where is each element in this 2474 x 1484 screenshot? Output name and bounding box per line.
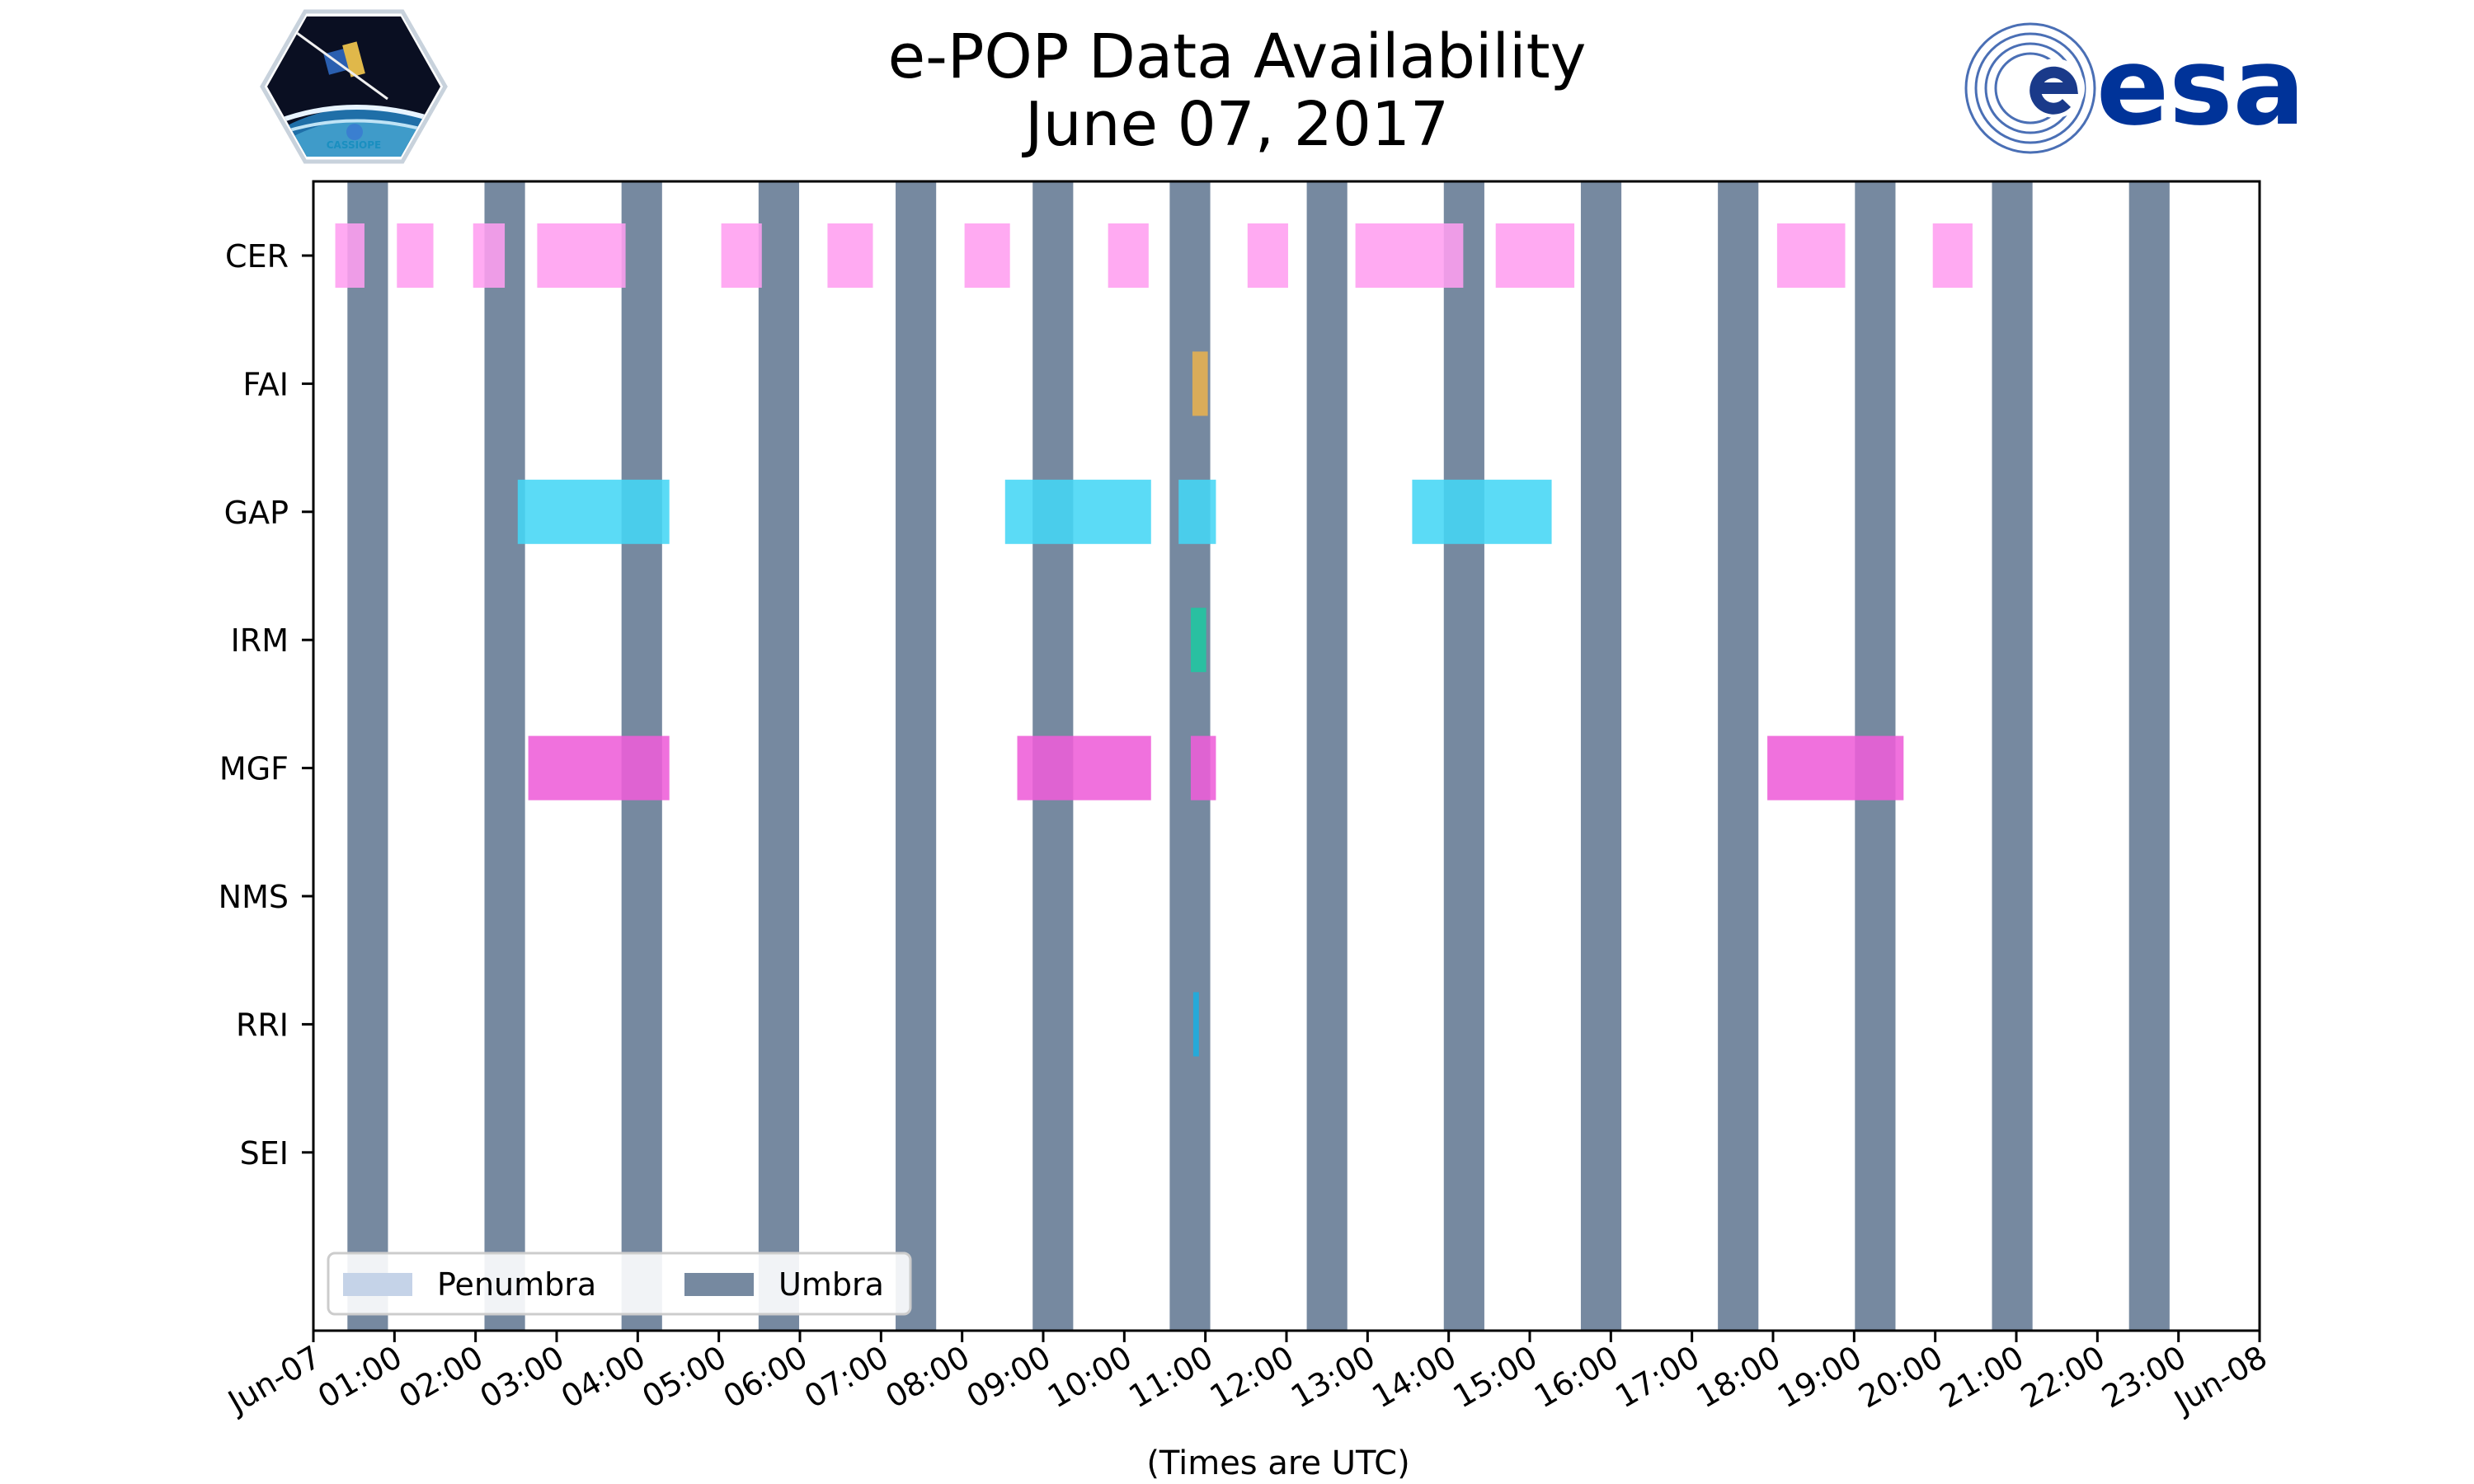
- x-axis-label: (Times are UTC): [1146, 1444, 1410, 1482]
- x-tick-label: 13:00: [1285, 1339, 1381, 1416]
- umbra-band-1: [484, 181, 525, 1331]
- x-tick-label: 16:00: [1528, 1339, 1625, 1416]
- umbra-band-10: [1718, 181, 1759, 1331]
- legend-label: Umbra: [778, 1266, 884, 1303]
- bar-mgf-1: [1017, 735, 1151, 801]
- x-tick-label: 04:00: [555, 1339, 651, 1416]
- umbra-band-3: [758, 181, 800, 1331]
- x-tick-label: 05:00: [636, 1339, 732, 1416]
- x-tick-label: 15:00: [1447, 1339, 1544, 1416]
- legend-box: [327, 1252, 912, 1316]
- bar-cer-1: [397, 223, 434, 288]
- esa-swirl-icon: [1964, 22, 2096, 154]
- bar-cer-11: [1776, 223, 1846, 288]
- legend-label: Penumbra: [437, 1266, 596, 1303]
- chart-title: e-POP Data Availability: [887, 21, 1587, 92]
- x-tick-label: 12:00: [1204, 1339, 1300, 1416]
- umbra-band-8: [1443, 181, 1484, 1331]
- umbra-band-12: [1992, 181, 2033, 1331]
- x-tick-label: Jun-08: [2167, 1339, 2274, 1421]
- bar-cer-5: [827, 223, 873, 288]
- x-tick-label: 02:00: [393, 1339, 489, 1416]
- x-tick-label: 06:00: [717, 1339, 814, 1416]
- y-tick-label: GAP: [224, 495, 289, 531]
- y-tick-label: FAI: [242, 366, 289, 402]
- bar-cer-4: [721, 223, 762, 288]
- umbra-band-13: [2128, 181, 2170, 1331]
- umbra-band-9: [1580, 181, 1622, 1331]
- x-tick-label: 09:00: [961, 1339, 1057, 1416]
- bar-irm-0: [1190, 608, 1206, 673]
- x-tick-label: 01:00: [312, 1339, 408, 1416]
- x-tick-label: 17:00: [1609, 1339, 1705, 1416]
- bar-cer-0: [335, 223, 365, 288]
- legend-swatch-umbra: [684, 1273, 754, 1296]
- y-tick-label: NMS: [219, 879, 289, 915]
- esa-wordmark: esa: [2096, 24, 2305, 149]
- bar-cer-7: [1108, 223, 1149, 288]
- bar-mgf-2: [1190, 735, 1216, 801]
- chart-subtitle: June 07, 2017: [1024, 89, 1450, 160]
- bar-cer-9: [1355, 223, 1464, 288]
- plot-area: [312, 180, 2261, 1332]
- bar-mgf-3: [1767, 735, 1904, 801]
- bar-mgf-0: [528, 735, 670, 801]
- bar-cer-8: [1247, 223, 1288, 288]
- x-tick-label: 03:00: [474, 1339, 571, 1416]
- legend: Penumbra Umbra: [327, 1252, 912, 1316]
- bar-cer-2: [473, 223, 506, 288]
- bar-gap-1: [1004, 479, 1151, 544]
- x-tick-label: 07:00: [798, 1339, 895, 1416]
- y-tick-label: CER: [225, 238, 289, 275]
- bar-cer-3: [537, 223, 626, 288]
- y-tick-label: MGF: [219, 751, 289, 787]
- x-tick-label: 18:00: [1691, 1339, 1787, 1416]
- bar-fai-0: [1192, 351, 1208, 416]
- x-tick-label: 11:00: [1122, 1339, 1219, 1416]
- x-tick-label: 20:00: [1852, 1339, 1949, 1416]
- esa-logo: esa: [1964, 22, 2305, 154]
- y-axis: CER FAI GAP IRM MGF NMS RRI SEI: [219, 238, 313, 1172]
- cassiope-caption: CASSIOPE: [327, 139, 382, 151]
- y-tick-label: RRI: [236, 1007, 289, 1043]
- bar-gap-3: [1412, 479, 1552, 544]
- x-tick-label: 08:00: [879, 1339, 976, 1416]
- umbra-band-0: [347, 181, 388, 1331]
- x-tick-label: 21:00: [1934, 1339, 2030, 1416]
- x-tick-label: 10:00: [1042, 1339, 1138, 1416]
- bar-rri-0: [1192, 992, 1199, 1057]
- cassiope-logo: CASSIOPE: [260, 9, 448, 164]
- bar-gap-0: [517, 479, 670, 544]
- y-tick-label: IRM: [231, 622, 289, 659]
- x-axis: Jun-0701:0002:0003:0004:0005:0006:0007:0…: [221, 1331, 2274, 1421]
- legend-swatch-penumbra: [343, 1273, 412, 1296]
- x-tick-label: Jun-07: [221, 1339, 327, 1421]
- umbra-band-4: [896, 181, 937, 1331]
- umbra-band-7: [1306, 181, 1348, 1331]
- bar-gap-2: [1178, 479, 1216, 544]
- x-tick-label: 14:00: [1366, 1339, 1462, 1416]
- bar-cer-12: [1932, 223, 1973, 288]
- x-tick-label: 22:00: [2015, 1339, 2111, 1416]
- x-tick-label: 19:00: [1771, 1339, 1868, 1416]
- y-tick-label: SEI: [240, 1135, 289, 1172]
- bar-cer-6: [964, 223, 1010, 288]
- bar-cer-10: [1495, 223, 1575, 288]
